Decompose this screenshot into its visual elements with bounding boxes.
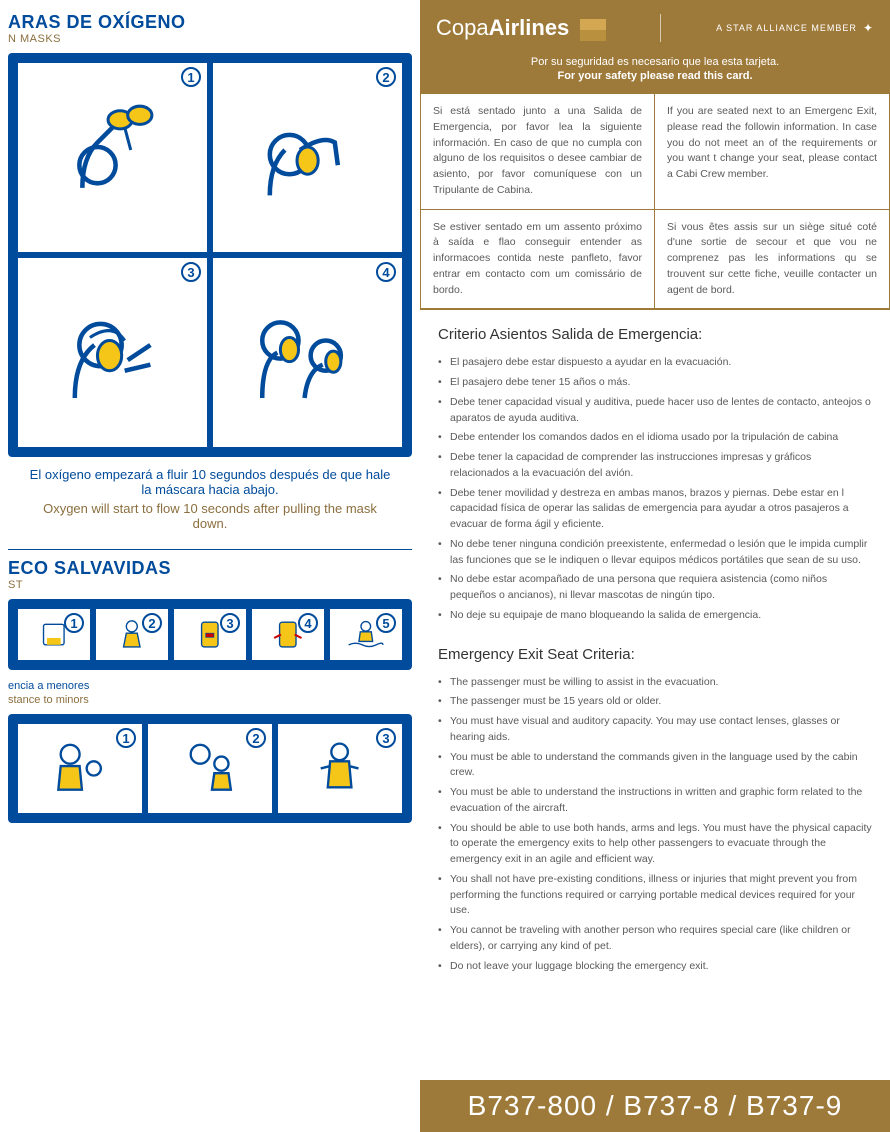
minor-vest-1-icon xyxy=(30,733,129,804)
oxygen-note-en: Oxygen will start to flow 10 seconds aft… xyxy=(28,501,392,531)
criteria-item: Debe tener movilidad y destreza en ambas… xyxy=(438,486,872,533)
criteria-item: Debe tener capacidad visual y auditiva, … xyxy=(438,395,872,427)
oxygen-step-2: 2 xyxy=(213,63,402,252)
oxygen-grid: 1 2 3 4 xyxy=(18,63,402,447)
emergency-info-table: Si está sentado junto a una Salida de Em… xyxy=(420,94,890,310)
oxygen-step-3: 3 xyxy=(18,258,207,447)
star-icon xyxy=(863,21,874,35)
step-number: 2 xyxy=(142,613,162,633)
criteria-item: No deje su equipaje de mano bloqueando l… xyxy=(438,608,872,624)
criteria-item: You should be able to use both hands, ar… xyxy=(438,821,872,868)
lifevest-step-1: 1 xyxy=(18,609,90,660)
airline-name: CopaAirlines xyxy=(436,15,569,40)
divider xyxy=(8,549,412,550)
step-number: 1 xyxy=(64,613,84,633)
criteria-item: You shall not have pre-existing conditio… xyxy=(438,872,872,919)
lifevest-minor-en: stance to minors xyxy=(8,694,412,706)
star-alliance-label: A STAR ALLIANCE MEMBER xyxy=(716,21,874,35)
step-number: 3 xyxy=(376,728,396,748)
criteria-list-es: El pasajero debe estar dispuesto a ayuda… xyxy=(438,355,872,623)
right-panel: CopaAirlines A STAR ALLIANCE MEMBER Por … xyxy=(420,0,890,1132)
lifevest-step-4: 4 xyxy=(252,609,324,660)
oxygen-diagram-box: 1 2 3 4 xyxy=(8,53,412,457)
criteria-item: You must have visual and auditory capaci… xyxy=(438,714,872,746)
step-number: 2 xyxy=(376,67,396,87)
step-number: 1 xyxy=(181,67,201,87)
lifevest-title-es: ECO SALVAVIDAS xyxy=(8,558,412,579)
safety-line-es: Por su seguridad es necesario que lea es… xyxy=(436,56,874,68)
step-number: 3 xyxy=(220,613,240,633)
emergency-info-pt: Se estiver sentado em um assento próximo… xyxy=(421,210,655,310)
oxygen-title-es: ARAS DE OXÍGENO xyxy=(8,12,412,33)
airline-logo-icon xyxy=(580,19,606,41)
emergency-info-fr: Si vous êtes assis sur un siège situé co… xyxy=(655,210,889,310)
oxygen-mask-assist-icon xyxy=(232,277,383,428)
aircraft-footer: B737-800 / B737-8 / B737-9 xyxy=(420,1080,890,1132)
emergency-info-en: If you are seated next to an Emergenc Ex… xyxy=(655,94,889,210)
criteria-item: The passenger must be 15 years old or ol… xyxy=(438,694,872,710)
step-number: 4 xyxy=(376,262,396,282)
left-panel: ARAS DE OXÍGENO N MASKS 1 2 3 4 xyxy=(0,0,420,1132)
step-number: 5 xyxy=(376,613,396,633)
lifevest-diagram-box-1: 1 2 3 4 5 xyxy=(8,599,412,670)
criteria-section: Criterio Asientos Salida de Emergencia: … xyxy=(420,310,890,1080)
lifevest-diagram-box-2: 1 2 3 xyxy=(8,714,412,823)
lifevest-step-2: 2 xyxy=(96,609,168,660)
lifevest-grid-1: 1 2 3 4 5 xyxy=(18,609,402,660)
oxygen-mask-wear-icon xyxy=(37,277,188,428)
criteria-item: El pasajero debe tener 15 años o más. xyxy=(438,375,872,391)
minor-vest-2-icon xyxy=(160,733,259,804)
criteria-list-en: The passenger must be willing to assist … xyxy=(438,675,872,975)
oxygen-step-1: 1 xyxy=(18,63,207,252)
lifevest-subtitle-en: ST xyxy=(8,579,412,591)
emergency-info-es: Si está sentado junto a una Salida de Em… xyxy=(421,94,655,210)
safety-line-en: For your safety please read this card. xyxy=(436,70,874,82)
vertical-divider xyxy=(660,14,661,42)
lifevest-minor-es: encia a menores xyxy=(8,680,412,692)
lifevest-minor-step-2: 2 xyxy=(148,724,272,813)
lifevest-step-5: 5 xyxy=(330,609,402,660)
lifevest-section: ECO SALVAVIDAS ST 1 2 3 4 xyxy=(8,558,412,823)
criteria-item: Debe tener la capacidad de comprender la… xyxy=(438,450,872,482)
criteria-title-en: Emergency Exit Seat Criteria: xyxy=(438,646,872,663)
criteria-item: El pasajero debe estar dispuesto a ayuda… xyxy=(438,355,872,371)
oxygen-step-4: 4 xyxy=(213,258,402,447)
criteria-item: Debe entender los comandos dados en el i… xyxy=(438,430,872,446)
airline-row: CopaAirlines A STAR ALLIANCE MEMBER xyxy=(436,14,874,42)
lifevest-grid-2: 1 2 3 xyxy=(18,724,402,813)
criteria-item: You must be able to understand the comma… xyxy=(438,750,872,782)
airline-brand: CopaAirlines xyxy=(436,15,606,42)
oxygen-mask-reach-icon xyxy=(37,82,188,233)
right-header: CopaAirlines A STAR ALLIANCE MEMBER Por … xyxy=(420,0,890,94)
step-number: 4 xyxy=(298,613,318,633)
criteria-item: No debe estar acompañado de una persona … xyxy=(438,572,872,604)
oxygen-section: ARAS DE OXÍGENO N MASKS 1 2 3 4 xyxy=(8,12,412,531)
step-number: 3 xyxy=(181,262,201,282)
step-number: 1 xyxy=(116,728,136,748)
criteria-item: Do not leave your luggage blocking the e… xyxy=(438,959,872,975)
criteria-item: The passenger must be willing to assist … xyxy=(438,675,872,691)
lifevest-minor-step-1: 1 xyxy=(18,724,142,813)
criteria-item: You cannot be traveling with another per… xyxy=(438,923,872,955)
lifevest-step-3: 3 xyxy=(174,609,246,660)
minor-vest-3-icon xyxy=(290,733,389,804)
oxygen-note-es: El oxígeno empezará a fluir 10 segundos … xyxy=(28,467,392,497)
step-number: 2 xyxy=(246,728,266,748)
criteria-title-es: Criterio Asientos Salida de Emergencia: xyxy=(438,326,872,343)
oxygen-mask-pull-icon xyxy=(232,82,383,233)
criteria-item: No debe tener ninguna condición preexist… xyxy=(438,537,872,569)
criteria-item: You must be able to understand the instr… xyxy=(438,785,872,817)
oxygen-subtitle-en: N MASKS xyxy=(8,33,412,45)
lifevest-minor-step-3: 3 xyxy=(278,724,402,813)
